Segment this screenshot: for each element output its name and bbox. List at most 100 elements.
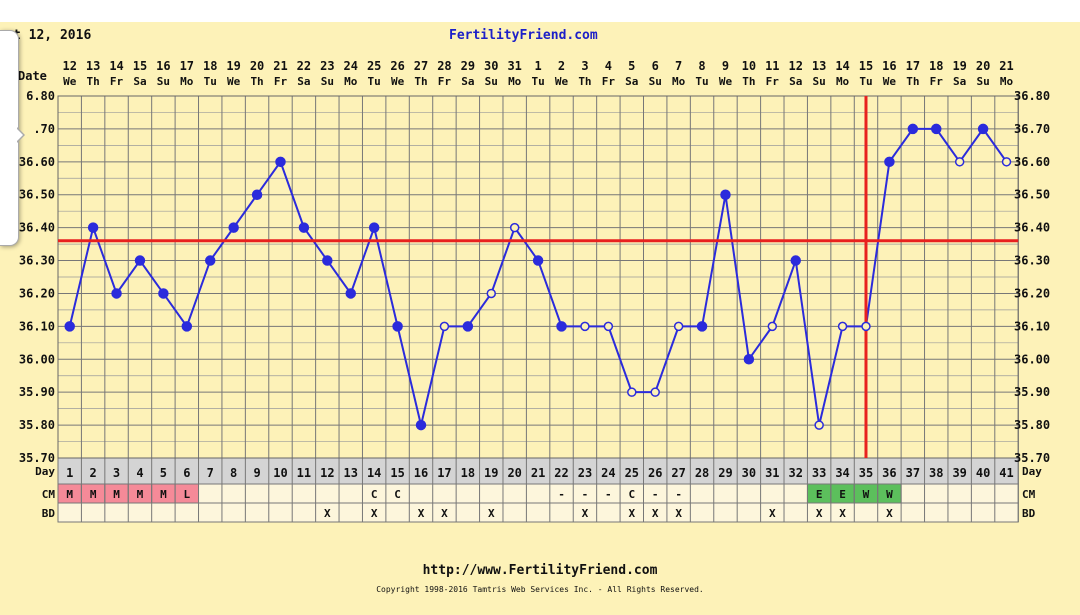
weekday-label: Tu	[368, 75, 381, 88]
temperature-point	[64, 321, 75, 332]
plot-border	[57, 95, 1019, 459]
y-tick-label-right: 36.40	[1014, 221, 1050, 235]
cm-mark: -	[675, 488, 682, 501]
weekday-label: We	[63, 75, 77, 88]
day-number: 36	[882, 466, 896, 480]
date-label: 1	[534, 59, 541, 73]
weekday-label: Mo	[672, 75, 686, 88]
bd-mark: X	[488, 507, 495, 520]
y-tick-label-right: 36.80	[1014, 89, 1050, 103]
side-pull-tab[interactable]	[0, 30, 25, 246]
temperature-point	[954, 157, 965, 167]
date-label: 5	[628, 59, 635, 73]
bd-mark: X	[886, 507, 893, 520]
weekday-label: Tu	[859, 75, 872, 88]
date-label: 15	[859, 59, 873, 73]
date-label: 19	[952, 59, 966, 73]
date-label: 18	[929, 59, 943, 73]
date-label: 16	[882, 59, 896, 73]
weekday-label: Th	[578, 75, 591, 88]
day-number: 6	[183, 466, 190, 480]
day-number: 8	[230, 466, 237, 480]
day-number: 14	[367, 466, 381, 480]
weekday-label: Th	[87, 75, 100, 88]
weekday-label: Mo	[344, 75, 358, 88]
y-tick-label-left: 36.60	[19, 155, 55, 169]
site-title: FertilityFriend.com	[449, 28, 598, 43]
date-label: 24	[344, 59, 358, 73]
weekday-label: Tu	[531, 75, 544, 88]
weekday-label: Tu	[204, 75, 217, 88]
weekday-label: Su	[321, 75, 334, 88]
y-tick-label-right: 35.90	[1014, 385, 1050, 399]
day-number: 29	[718, 466, 732, 480]
date-label: 2	[558, 59, 565, 73]
date-label: 15	[133, 59, 147, 73]
cm-mark: M	[90, 488, 97, 501]
date-label: 13	[812, 59, 826, 73]
date-label: 4	[605, 59, 612, 73]
cm-mark: C	[394, 488, 401, 501]
day-number: 27	[671, 466, 685, 480]
date-row-label: Date	[18, 69, 47, 83]
temperature-point	[767, 321, 778, 332]
day-number: 40	[976, 466, 990, 480]
temperature-point	[884, 156, 895, 168]
weekday-label: We	[391, 75, 405, 88]
cm-mark: -	[558, 488, 565, 501]
day-number: 22	[554, 466, 568, 480]
bd-mark: X	[582, 507, 589, 520]
day-number: 28	[695, 466, 709, 480]
date-label: 30	[484, 59, 498, 73]
date-label: 21	[273, 59, 287, 73]
bd-mark: X	[324, 507, 331, 520]
cm-mark: -	[605, 488, 612, 501]
temperature-point	[462, 321, 474, 332]
temperature-point	[696, 321, 708, 332]
temperature-point	[181, 321, 193, 332]
y-tick-label-right: 36.70	[1014, 122, 1050, 136]
temperature-point	[158, 288, 169, 299]
day-number: 17	[437, 466, 451, 480]
day-number: 10	[273, 466, 287, 480]
day-number: 31	[765, 466, 779, 480]
weekday-label: Fr	[602, 75, 616, 88]
cm-mark: M	[66, 488, 73, 501]
row-label-cm-right: CM	[1022, 488, 1036, 501]
temperature-point	[322, 255, 333, 266]
temperature-point	[415, 419, 427, 431]
cm-mark: M	[113, 488, 120, 501]
bd-mark: X	[371, 507, 378, 520]
bd-row	[57, 502, 1019, 523]
day-number: 33	[812, 466, 826, 480]
footer-url: http://www.FertilityFriend.com	[422, 563, 658, 578]
y-tick-label-right: 36.20	[1014, 286, 1050, 300]
cm-mark: L	[183, 488, 190, 501]
temperature-point	[134, 255, 146, 266]
date-label: 12	[789, 59, 803, 73]
date-label: 17	[906, 59, 920, 73]
temperature-point	[392, 321, 403, 332]
date-label: 18	[203, 59, 217, 73]
weekday-label: Sa	[789, 75, 802, 88]
footer-copyright: Copyright 1998-2016 Tamtris Web Services…	[376, 585, 704, 594]
temperature-point	[1001, 157, 1012, 167]
day-number: 41	[999, 466, 1013, 480]
date-label: 19	[226, 59, 240, 73]
cm-mark: C	[628, 488, 635, 501]
day-number: 24	[601, 466, 615, 480]
temperature-point	[931, 123, 942, 135]
temperature-point	[556, 321, 567, 332]
y-tick-label-right: 35.70	[1014, 451, 1050, 465]
cm-mark: -	[582, 488, 589, 501]
day-number: 1	[66, 466, 73, 480]
temperature-point	[627, 387, 637, 397]
temperature-point	[486, 288, 497, 299]
temperature-point	[509, 222, 520, 233]
day-number: 37	[906, 466, 920, 480]
temperature-point	[111, 288, 122, 299]
day-number: 35	[859, 466, 873, 480]
temperature-point	[345, 288, 356, 299]
date-label: 12	[62, 59, 76, 73]
